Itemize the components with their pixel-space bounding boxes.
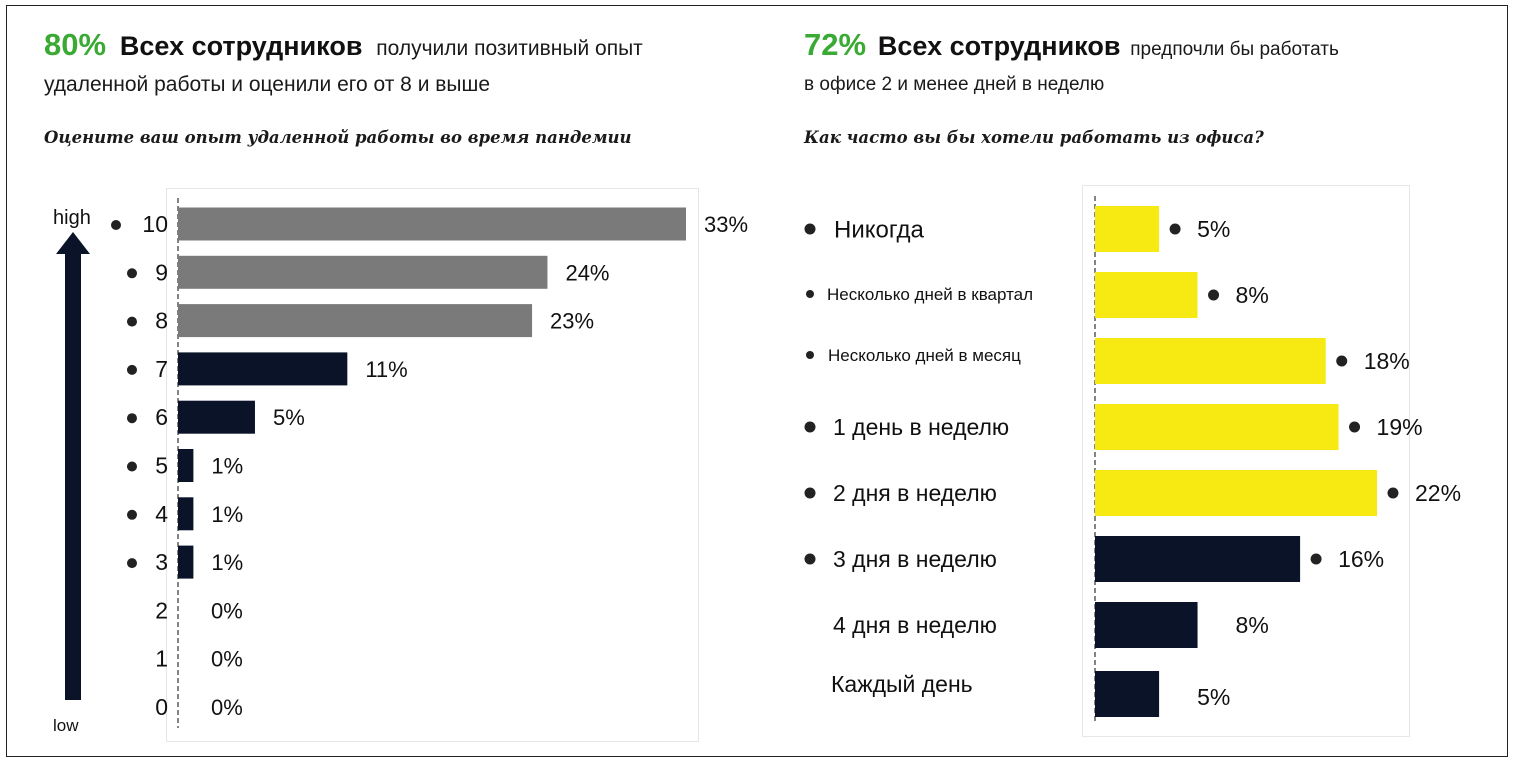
- bar-rating-5: [178, 449, 194, 482]
- left-headline-percent: 80%: [44, 27, 107, 62]
- bullet-dot: [111, 220, 121, 230]
- value-bullet-dot: [1336, 355, 1348, 367]
- value-label: 8%: [1236, 612, 1269, 638]
- right-headline-percent: 72%: [804, 27, 867, 62]
- value-label: 24%: [565, 260, 609, 285]
- value-label: 5%: [273, 405, 305, 430]
- category-label: 4: [155, 501, 168, 527]
- bar-rating-3: [178, 545, 194, 579]
- category-label: Каждый день: [831, 671, 973, 697]
- rating-direction-arrow-icon: [56, 232, 90, 700]
- arrow-low-label: low: [53, 716, 79, 735]
- category-label: 2: [155, 597, 168, 623]
- bullet-dot: [127, 364, 137, 375]
- bar-rating-8: [178, 304, 533, 338]
- right-question: Как часто вы бы хотели работать из офиса…: [804, 128, 1264, 147]
- right-headline: 72% Всех сотрудников предпочли бы работа…: [804, 26, 1339, 69]
- bar-1: [1095, 206, 1160, 252]
- bullet-dot: [127, 558, 137, 569]
- value-label: 22%: [1415, 480, 1461, 506]
- bar-4: [1095, 404, 1339, 450]
- category-label: 10: [142, 211, 168, 237]
- category-label: Несколько дней в квартал: [827, 285, 1033, 304]
- category-bullet-dot: [806, 290, 814, 298]
- bullet-dot: [127, 268, 137, 279]
- value-label: 33%: [704, 212, 748, 237]
- category-label: 3 дня в неделю: [833, 546, 997, 572]
- value-label: 8%: [1236, 282, 1269, 308]
- bullet-dot: [127, 461, 137, 472]
- left-headline: 80% Всех сотрудников получили позитивный…: [44, 26, 643, 68]
- bar-2: [1095, 272, 1198, 318]
- right-headline-bold: Всех сотрудников: [877, 31, 1121, 61]
- category-label: Несколько дней в месяц: [828, 346, 1021, 365]
- value-bullet-dot: [1349, 421, 1361, 433]
- bar-rating-7: [178, 352, 348, 386]
- category-label: 4 дня в неделю: [833, 612, 997, 638]
- category-label: 7: [155, 356, 168, 382]
- value-label: 11%: [365, 357, 407, 382]
- left-question: Оцените ваш опыт удаленной работы во вре…: [44, 128, 632, 147]
- bullet-dot: [127, 509, 137, 520]
- value-label: 0%: [211, 695, 243, 720]
- value-label: 16%: [1338, 546, 1384, 572]
- bar-8: [1095, 671, 1160, 717]
- bar-5: [1095, 470, 1377, 516]
- bar-rating-10: [178, 207, 686, 241]
- value-label: 18%: [1364, 348, 1410, 374]
- bar-rating-6: [178, 400, 255, 434]
- bar-3: [1095, 338, 1326, 384]
- value-bullet-dot: [1169, 223, 1181, 235]
- category-bullet-dot: [804, 487, 816, 499]
- category-label: 1: [155, 646, 168, 672]
- value-label: 19%: [1377, 414, 1423, 440]
- category-label: 1 день в неделю: [833, 414, 1009, 440]
- value-label: 5%: [1197, 684, 1230, 710]
- value-label: 0%: [211, 647, 243, 672]
- category-label: 5: [155, 453, 168, 479]
- value-label: 1%: [211, 454, 243, 479]
- value-bullet-dot: [1310, 553, 1322, 565]
- category-bullet-dot: [804, 223, 816, 235]
- right-headline-text: предпочли бы работать: [1130, 39, 1339, 60]
- category-label: 9: [155, 259, 168, 285]
- bar-rating-9: [178, 255, 548, 289]
- bar-rating-4: [178, 497, 194, 531]
- category-label: 3: [155, 549, 168, 575]
- value-bullet-dot: [1208, 289, 1220, 301]
- infographic-frame: [6, 5, 1508, 757]
- category-bullet-dot: [806, 351, 814, 359]
- left-headline-text: получили позитивный опыт: [376, 37, 643, 60]
- category-bullet-dot: [804, 553, 816, 565]
- left-headline-line2: удаленной работы и оценили его от 8 и вы…: [44, 73, 491, 96]
- bar-7: [1095, 602, 1198, 648]
- value-label: 23%: [550, 309, 594, 334]
- left-headline-bold: Всех сотрудников: [119, 31, 363, 61]
- value-bullet-dot: [1387, 487, 1399, 499]
- category-label: Никогда: [834, 216, 925, 243]
- bar-6: [1095, 536, 1301, 582]
- right-headline-line2: в офисе 2 и менее дней в неделю: [804, 74, 1105, 95]
- bullet-dot: [127, 316, 137, 327]
- value-label: 5%: [1197, 216, 1230, 242]
- bullet-dot: [127, 413, 137, 424]
- category-bullet-dot: [804, 421, 816, 433]
- category-label: 0: [155, 694, 168, 720]
- category-label: 8: [155, 308, 168, 334]
- arrow-high-label: high: [53, 207, 91, 229]
- category-label: 2 дня в неделю: [833, 480, 997, 506]
- value-label: 1%: [211, 550, 243, 575]
- category-label: 6: [155, 404, 168, 430]
- value-label: 1%: [211, 502, 243, 527]
- value-label: 0%: [211, 598, 243, 623]
